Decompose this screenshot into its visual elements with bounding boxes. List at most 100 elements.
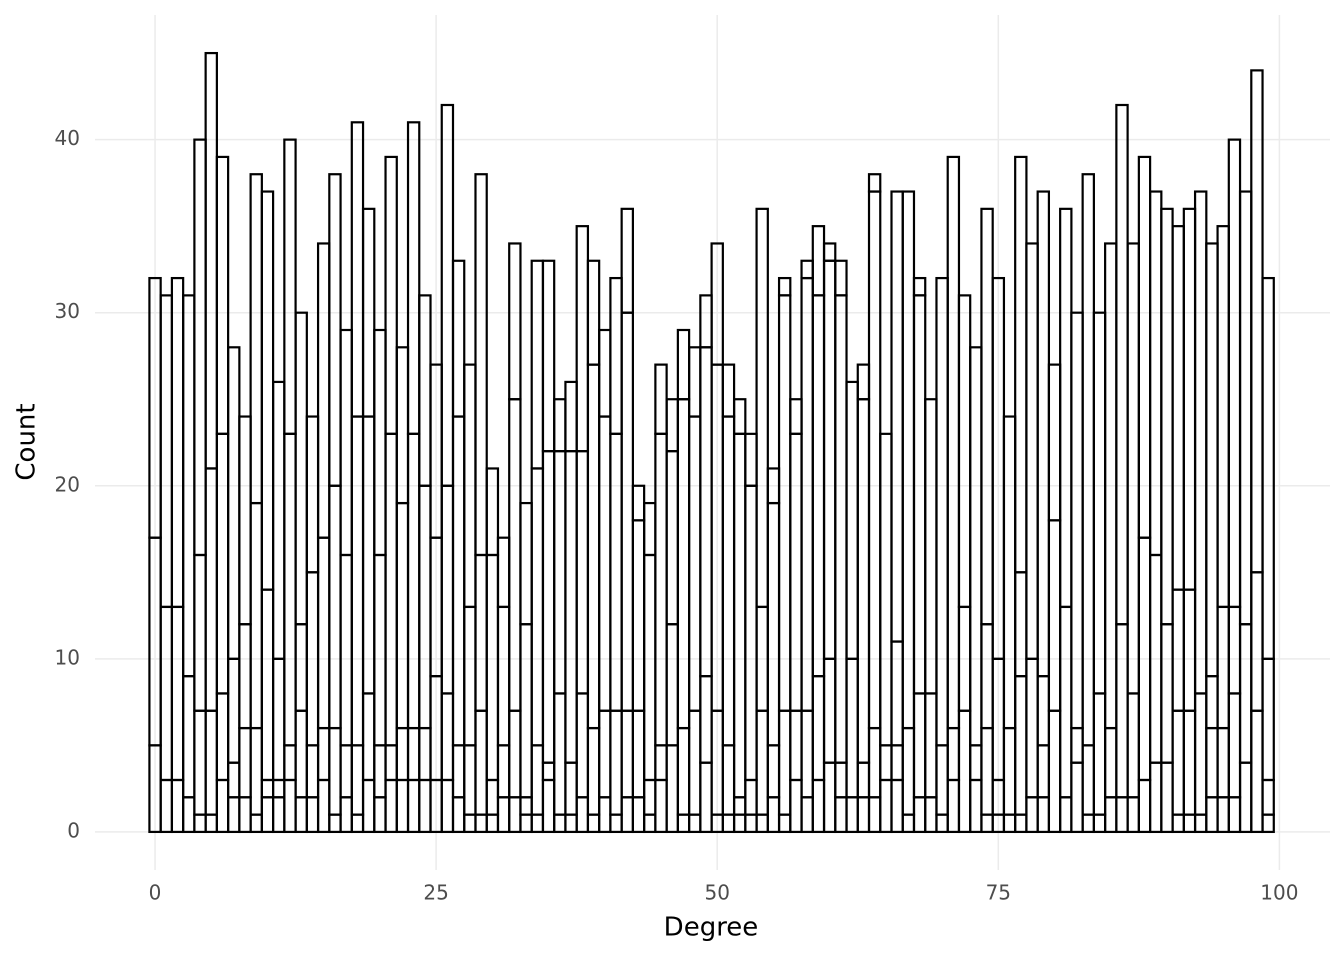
bar-segment [890, 640, 904, 747]
bar-segment [451, 259, 466, 418]
bar-segment [912, 796, 927, 834]
bar-segment [924, 398, 938, 695]
bar-segment [271, 778, 286, 799]
bar-segment [721, 363, 736, 418]
bar-segment [755, 207, 769, 609]
bar-segment [856, 363, 871, 401]
bar-segment [193, 813, 207, 834]
bar-segment [800, 796, 814, 834]
bar-segment [643, 501, 657, 557]
bar-segment [440, 778, 455, 834]
bar-segment [912, 692, 927, 799]
bar-segment [519, 796, 533, 816]
bar-segment [361, 415, 376, 695]
bar-segment [283, 432, 297, 747]
bar-segment [1081, 173, 1095, 747]
bar-segment [856, 398, 871, 764]
bar-segment [406, 726, 421, 782]
bar-segment [811, 675, 826, 782]
bar-segment [271, 796, 286, 834]
bar-segment [789, 432, 803, 712]
bar-segment [744, 432, 758, 487]
bar-segment [361, 692, 376, 782]
bar-segment [395, 501, 410, 730]
bar-segment [867, 173, 882, 193]
bar-segment [564, 761, 578, 816]
bar-segment [328, 173, 342, 487]
bar-segment [935, 813, 949, 834]
bar-segment [598, 796, 612, 834]
bar-segment [328, 726, 342, 816]
bar-segment [1059, 796, 1073, 834]
bar-segment [474, 173, 488, 557]
bar-segment [1171, 709, 1185, 816]
bar-segment [182, 796, 196, 834]
bar-segment [1025, 657, 1039, 799]
x-tick-label: 100 [1260, 881, 1298, 905]
bar-segment [350, 121, 365, 418]
y-axis-title: Count [12, 403, 42, 480]
bar-segment [204, 709, 218, 816]
bar-segment [643, 778, 657, 816]
bar-segment [463, 605, 477, 747]
bar-segment [1081, 813, 1095, 834]
bar-segment [1182, 207, 1197, 591]
bar-segment [1205, 726, 1219, 799]
bar-segment [879, 432, 893, 747]
bar-segment [1115, 796, 1129, 834]
bar-segment [159, 778, 174, 834]
bar-segment [474, 709, 488, 816]
bar-segment [1036, 744, 1051, 799]
bar-segment [598, 415, 612, 712]
bar-segment [1182, 813, 1197, 834]
bar-segment [890, 744, 904, 782]
bar-segment [1171, 225, 1185, 591]
bar-segment [193, 138, 207, 557]
bar-segment [463, 744, 477, 816]
bar-segment [957, 709, 972, 834]
bar-segment [789, 398, 803, 435]
bar-segment [1104, 726, 1118, 799]
bar-segment [935, 276, 949, 747]
bar-segment [800, 709, 814, 799]
bar-segment [406, 121, 421, 435]
bar-segment [339, 796, 353, 834]
bar-segment [1002, 415, 1017, 730]
bar-segment [406, 778, 421, 834]
bar-segment [530, 259, 545, 470]
bar-segment [1036, 796, 1051, 834]
bar-segment [440, 484, 455, 695]
bar-segment [946, 155, 961, 730]
bar-segment [1160, 207, 1174, 626]
bar-segment [643, 813, 657, 834]
bar-segment [541, 450, 556, 764]
bar-segment [1160, 761, 1174, 834]
bar-segment [496, 796, 511, 834]
bar-segment [1182, 588, 1197, 712]
bar-segment [654, 744, 668, 782]
bar-segment [811, 225, 826, 297]
bar-segment [1092, 813, 1107, 834]
y-tick-label: 40 [55, 126, 80, 150]
bar-segment [676, 398, 691, 730]
bar-segment [800, 276, 814, 712]
bar-segment [1025, 796, 1039, 834]
bar-segment [654, 432, 668, 747]
bar-segment [204, 813, 218, 834]
bar-segment [924, 796, 938, 834]
bar-segment [418, 484, 432, 730]
bar-segment [1149, 761, 1163, 834]
bar-segment [901, 726, 916, 816]
bar-segment [260, 796, 275, 834]
bar-segment [912, 276, 927, 297]
bar-segment [1137, 155, 1152, 539]
bar-segment [440, 103, 455, 487]
bar-segment [699, 294, 713, 349]
bar-segment [1036, 675, 1051, 747]
bar-segment [238, 796, 252, 834]
x-tick-label: 0 [149, 881, 162, 905]
bar-segment [609, 276, 623, 435]
bar-segment [384, 778, 398, 834]
bar-segment [777, 294, 792, 712]
bar-segment [598, 328, 612, 418]
